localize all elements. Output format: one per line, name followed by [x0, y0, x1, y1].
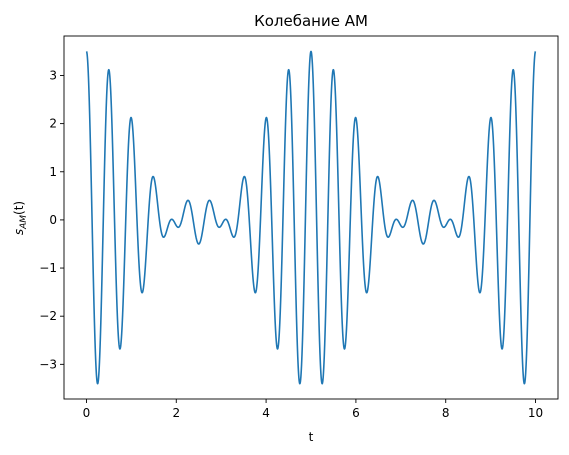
plot-area — [64, 36, 558, 399]
y-tick-label: 3 — [49, 68, 57, 82]
x-ticks: 0 2 4 6 8 10 — [83, 399, 543, 420]
y-ticks: −3 −2 −1 0 1 2 3 — [39, 68, 64, 371]
plot-frame — [63, 35, 559, 400]
x-axis-label: t — [309, 430, 314, 444]
y-axis-label-suffix: (t) — [12, 201, 26, 215]
x-tick-label: 4 — [262, 406, 270, 420]
x-tick-label: 8 — [442, 406, 450, 420]
y-tick-label: −1 — [39, 261, 57, 275]
chart-title: Колебание АМ — [254, 12, 368, 30]
y-axis-label-base: s — [12, 229, 26, 235]
x-tick-label: 0 — [83, 406, 91, 420]
x-tick-label: 10 — [528, 406, 543, 420]
y-axis-label-sub: AM — [19, 215, 29, 230]
y-axis-label: sAM(t) — [12, 201, 29, 235]
x-tick-label: 6 — [352, 406, 360, 420]
series-line-0 — [85, 50, 537, 385]
y-tick-label: −3 — [39, 357, 57, 371]
x-tick-label: 2 — [172, 406, 180, 420]
y-tick-label: −2 — [39, 309, 57, 323]
y-tick-label: 1 — [49, 165, 57, 179]
data-layer — [85, 50, 537, 385]
y-tick-label: 2 — [49, 117, 57, 131]
y-tick-label: 0 — [49, 213, 57, 227]
